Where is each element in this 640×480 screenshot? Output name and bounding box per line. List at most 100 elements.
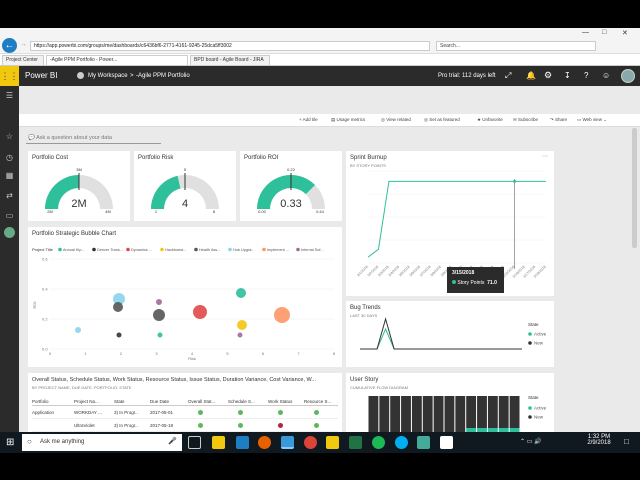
y-tick-label: 0.4 [42, 287, 48, 292]
taskbar-search[interactable]: ○ Ask me anything 🎤 [22, 434, 182, 451]
gauge-target-label: 5 [184, 167, 187, 172]
settings-icon[interactable]: ⚙ [544, 70, 553, 80]
app-launcher-icon[interactable]: ⋮⋮ [0, 66, 19, 86]
tooltip: 3/15/2018 Story Points 71.0 [447, 267, 504, 293]
tab-jira[interactable]: BPD board - Agile Board - JIRA [190, 55, 270, 65]
download-icon[interactable]: ↧ [564, 71, 571, 80]
trial-status[interactable]: Pro trial: 112 days left [438, 73, 496, 79]
tab-project-center[interactable]: Project Center [2, 55, 44, 65]
set-featured-button[interactable]: ◎ Set as featured [424, 117, 460, 122]
chrome-icon[interactable] [304, 436, 317, 449]
forward-icon[interactable]: → [20, 41, 27, 48]
bug-series-line [360, 317, 522, 350]
gauge-tile-cost[interactable]: Portfolio Cost 2M 2M 4M 3M [28, 151, 130, 221]
bar-new [466, 396, 477, 428]
excel-icon[interactable] [349, 436, 362, 449]
legend-item: Annual Kip... [63, 248, 85, 252]
gauge-tile-roi[interactable]: Portfolio ROI 0.33 0.00 0.44 0.22 [240, 151, 342, 221]
qa-box[interactable]: 💬 Ask a question about your data [26, 132, 161, 144]
view-related-button[interactable]: ◎ View related [381, 117, 411, 122]
table-header-cell[interactable]: Due Date [150, 399, 170, 404]
maximize-icon[interactable]: □ [602, 29, 607, 36]
x-tick-label: 3 [155, 351, 158, 356]
tooltip-value: 71.0 [487, 280, 497, 286]
close-icon[interactable]: ✕ [622, 30, 628, 37]
sprint-burnup-tile[interactable]: Sprint Burnup BY STORY POINTS ⋯ 3/1/2018… [346, 151, 554, 296]
tab-power-bi[interactable]: -Agile PPM Portfolio - Power... [46, 55, 188, 65]
apps-icon[interactable]: ▦ [5, 171, 14, 180]
powerbi-icon[interactable] [326, 436, 339, 449]
unfavorite-button[interactable]: ★ Unfavorite [477, 117, 503, 122]
workspaces-icon[interactable]: ▭ [5, 211, 14, 220]
expand-icon[interactable]: ⤢ [505, 71, 512, 80]
left-nav: ☰ ☆ ◷ ▦ ⇄ ▭ ↗ [0, 86, 19, 453]
clock[interactable]: 1:32 PM 2/9/2018 [582, 434, 616, 446]
table-header-cell[interactable]: State [114, 399, 125, 404]
bubble [236, 288, 246, 298]
favorites-icon[interactable]: ☆ [5, 132, 14, 141]
subscribe-button[interactable]: ✉ Subscribe [513, 117, 539, 122]
legend-title: State [528, 322, 539, 327]
bug-trends-tile[interactable]: Bug Trends LAST 30 DAYS State Active New [346, 301, 554, 367]
unfavorite-label: Unfavorite [482, 117, 503, 122]
ie-icon[interactable] [281, 436, 294, 449]
browser-window: ← → https://app.powerbi.com/groups/me/da… [0, 28, 640, 453]
table-header-cell[interactable]: Resource S... [304, 399, 332, 404]
search-box[interactable]: Search... [436, 41, 596, 51]
gauge-tile-risk[interactable]: Portfolio Risk 4 1 8 5 [134, 151, 236, 221]
usage-metrics-button[interactable]: ▤ Usage metrics [331, 117, 366, 122]
table-row[interactable]: UltraViolet 3) In Progr... 2017-05-18 [32, 419, 338, 432]
share-button[interactable]: ↷ Share [550, 117, 568, 122]
table-header-cell[interactable]: Portfolio [32, 399, 49, 404]
menu-icon[interactable]: ☰ [5, 91, 14, 100]
bar-new [455, 396, 466, 453]
address-bar[interactable]: https://app.powerbi.com/groups/me/dashbo… [30, 41, 430, 51]
table-header-cell[interactable]: Project Na... [74, 399, 99, 404]
gauge-fill [45, 175, 79, 209]
add-tile-button[interactable]: + Add tile [299, 117, 318, 122]
camtasia-icon[interactable] [440, 436, 453, 449]
feedback-icon[interactable]: ☺ [602, 71, 611, 80]
tooltip-swatch [452, 280, 456, 284]
legend-swatch [296, 247, 300, 252]
table-header-cell[interactable]: Overall Stat... [188, 399, 216, 404]
browser-tabs: Project Center -Agile PPM Portfolio - Po… [0, 54, 640, 66]
spotify-icon[interactable] [372, 436, 385, 449]
notification-icon[interactable]: 🔔 [526, 71, 536, 80]
user-icon [77, 72, 84, 79]
bubble [153, 309, 165, 321]
notifications-icon[interactable]: □ [624, 437, 629, 446]
skype-icon[interactable] [395, 436, 408, 449]
bubble [75, 327, 81, 333]
app-icon[interactable] [417, 436, 430, 449]
bubble [157, 332, 163, 338]
firefox-icon[interactable] [258, 436, 271, 449]
workspace-link[interactable]: My Workspace [88, 73, 128, 79]
user-story-subtitle: CUMULATIVE FLOW DIAGRAM [350, 385, 408, 390]
back-button[interactable]: ← [2, 38, 17, 53]
minimize-icon[interactable]: — [582, 29, 589, 36]
status-indicator [238, 423, 243, 428]
scrollbar[interactable] [632, 128, 637, 248]
my-workspace-icon[interactable] [4, 227, 15, 238]
bar-new [368, 396, 379, 453]
web-view-button[interactable]: ▭ Web view ⌄ [577, 117, 607, 122]
table-row[interactable]: Application WORKDAY ... 3) In Progr... 2017… [32, 406, 338, 419]
table-header-cell[interactable]: Schedule S... [228, 399, 255, 404]
bubble-chart-svg: Project Title Annual Kip... Denver Trans..… [32, 247, 336, 361]
recent-icon[interactable]: ◷ [6, 153, 13, 162]
file-explorer-icon[interactable] [212, 436, 225, 449]
more-options-icon[interactable]: ⋯ [542, 154, 548, 160]
task-view-icon[interactable] [188, 436, 201, 449]
bubble-chart-tile[interactable]: Portfolio Strategic Bubble Chart Project… [28, 227, 342, 367]
legend-item: Hub Upgra... [233, 248, 255, 252]
table-subtitle: BY PROJECT NAME, DUE DATE, PORTFOLIO, ST… [32, 385, 132, 390]
table-header-cell[interactable]: Work Status [268, 399, 293, 404]
legend-title: Project Title [32, 247, 54, 252]
avatar[interactable] [621, 69, 635, 83]
start-icon[interactable]: ⊞ [6, 437, 15, 448]
help-icon[interactable]: ? [584, 71, 589, 80]
system-tray[interactable]: ⌃ ▭ 🔊 [520, 439, 542, 445]
shared-icon[interactable]: ⇄ [6, 191, 13, 200]
edge-icon[interactable] [236, 436, 249, 449]
